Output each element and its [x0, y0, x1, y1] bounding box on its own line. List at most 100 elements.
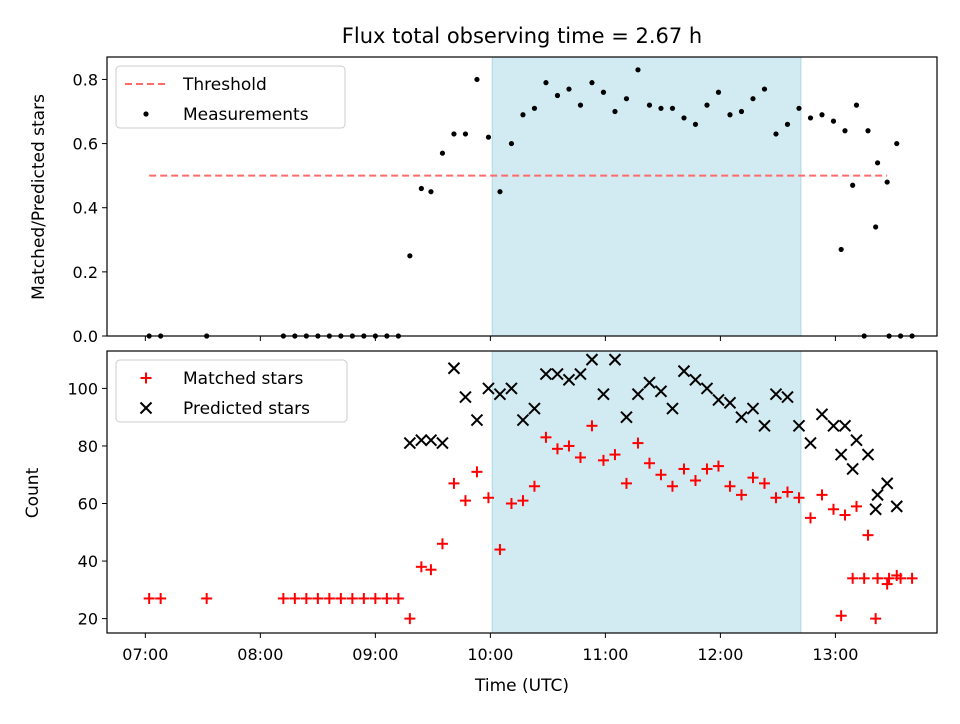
top-data-point [439, 150, 446, 156]
x-tick-label: 09:00 [352, 645, 398, 664]
bottom-data-point [528, 480, 540, 492]
top-data-point [873, 224, 879, 230]
bottom-data-point [631, 387, 645, 401]
top-data-point [669, 105, 676, 111]
bottom-data-point [846, 462, 859, 476]
legend-swatch [143, 111, 149, 117]
bottom-data-point [883, 572, 895, 584]
bottom-data-point [335, 592, 347, 604]
bottom-data-point [346, 592, 358, 604]
bottom-data-point [620, 410, 633, 424]
bottom-data-point [891, 569, 903, 581]
legend-label: Measurements [183, 105, 309, 125]
bottom-data-point [415, 561, 427, 573]
bottom-data-point [858, 572, 870, 584]
bottom-data-point [516, 413, 530, 427]
bottom-data-point [847, 572, 859, 584]
bottom-data-point [539, 367, 553, 381]
bottom-data-point [277, 592, 289, 604]
bottom-data-point [517, 495, 529, 507]
top-data-point [635, 67, 641, 73]
bottom-data-point [643, 376, 656, 389]
bottom-y-tick-label: 20 [78, 610, 98, 629]
top-data-point [692, 121, 699, 127]
top-data-point [874, 160, 881, 166]
top-data-point [838, 246, 844, 253]
top-data-point [894, 140, 900, 147]
top-axes-frame [106, 56, 938, 337]
top-y-tick-label: 0.4 [73, 199, 98, 218]
bottom-data-point [143, 592, 155, 604]
bottom-data-point [493, 387, 507, 401]
top-data-point [531, 105, 538, 111]
top-y-tick-label: 0.2 [73, 263, 98, 282]
bottom-data-point [609, 449, 621, 461]
bottom-data-point [804, 512, 816, 524]
chart-title: Flux total observing time = 2.67 h [342, 24, 702, 48]
top-data-point [566, 86, 572, 92]
top-data-point [830, 118, 837, 124]
top-data-point [508, 140, 515, 147]
bottom-data-point [677, 364, 691, 378]
bottom-data-point [608, 353, 622, 366]
bottom-data-point [585, 353, 599, 366]
bottom-data-point [881, 578, 893, 590]
bottom-data-point [792, 419, 806, 433]
top-data-point [577, 102, 584, 108]
top-data-point [554, 92, 561, 99]
bottom-data-point [781, 486, 793, 498]
top-data-point [407, 253, 413, 259]
bottom-data-point [289, 592, 301, 604]
top-data-point [884, 179, 890, 185]
bottom-data-point [597, 387, 610, 401]
top-data-point [750, 96, 756, 102]
top-data-point [451, 131, 457, 137]
legend-swatch [139, 401, 153, 415]
bottom-data-point [436, 538, 448, 550]
top-data-point [600, 89, 607, 95]
top-data-point [520, 112, 526, 118]
bottom-data-point [827, 503, 839, 515]
top-data-point [715, 89, 722, 95]
bottom-legend-box [115, 359, 348, 423]
bottom-data-point [563, 440, 575, 452]
bottom-y-tick-label: 100 [67, 379, 98, 398]
bottom-data-point [689, 474, 701, 486]
bottom-data-point [850, 433, 863, 447]
top-data-point [784, 121, 791, 127]
bottom-data-point [701, 463, 713, 475]
bottom-data-point [551, 367, 564, 381]
top-data-point [623, 96, 630, 102]
bottom-data-point [528, 402, 541, 415]
bottom-data-point [404, 613, 416, 625]
top-data-point [681, 115, 687, 121]
bottom-data-point [815, 408, 829, 421]
top-data-point [658, 105, 664, 111]
top-data-point [807, 115, 814, 121]
x-tick-label: 07:00 [122, 645, 168, 664]
bottom-data-point [447, 362, 461, 375]
legend-label: Predicted stars [183, 399, 310, 419]
bottom-data-point [880, 477, 894, 490]
bottom-data-point [890, 500, 903, 513]
top-legend-box [115, 65, 346, 129]
bottom-data-point [666, 480, 678, 492]
top-observing-window [491, 56, 802, 337]
bottom-data-point [403, 436, 417, 450]
x-tick-label: 12:00 [697, 645, 743, 664]
bottom-data-point [471, 466, 483, 478]
bottom-data-point [358, 592, 370, 604]
top-data-point [773, 131, 779, 137]
bottom-data-point [494, 544, 506, 556]
bottom-data-point [835, 610, 847, 622]
bottom-data-point [769, 387, 783, 401]
bottom-data-point [597, 454, 609, 466]
top-data-point [761, 86, 768, 92]
bottom-data-point [482, 492, 494, 504]
top-panel: 0.0 0.2 0.4 0.6 0.8 Threshold Measurements [73, 56, 938, 346]
bottom-data-point [869, 503, 882, 516]
x-tick-label: 11:00 [582, 645, 628, 664]
bottom-data-point [870, 613, 882, 625]
top-data-point [428, 189, 434, 195]
bottom-data-point [724, 480, 736, 492]
